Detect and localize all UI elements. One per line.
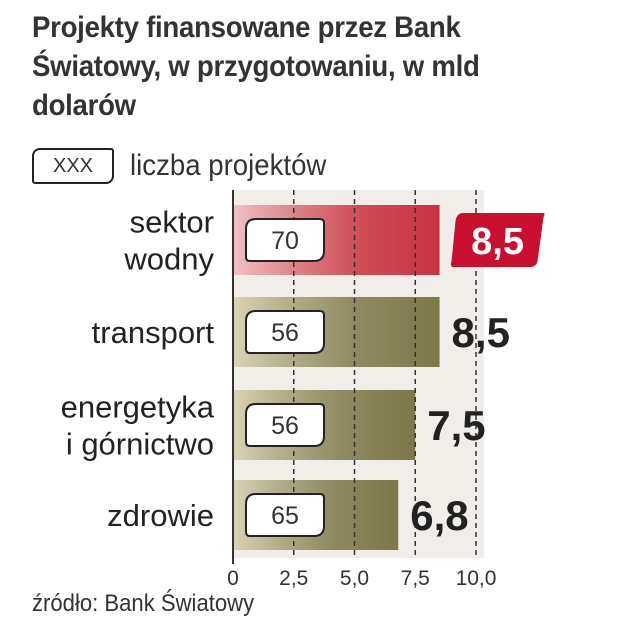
count-label-3: 65	[271, 502, 299, 530]
value-label-2: 7,5	[427, 402, 485, 449]
tick-label-0: 0	[227, 567, 239, 590]
chart-title: Projekty finansowane przez Bank Światowy…	[32, 11, 480, 122]
count-box-3	[245, 493, 325, 537]
count-label-2: 56	[271, 412, 299, 440]
count-label-1: 56	[271, 319, 299, 347]
category-label-2-1: i górnictwo	[66, 427, 214, 462]
tick-label-1: 2,5	[279, 567, 308, 590]
category-label-3-0: zdrowie	[107, 498, 214, 533]
category-label-0-1: wodny	[123, 242, 214, 277]
count-label-0: 70	[271, 227, 299, 255]
category-label-2-0: energetyka	[61, 390, 215, 425]
count-box-1	[245, 310, 325, 354]
count-box-0	[245, 218, 325, 262]
tick-label-4: 10,0	[456, 567, 497, 590]
tick-label-3: 7,5	[401, 567, 430, 590]
count-box-2	[245, 403, 325, 447]
source-note: źródło: Bank Światowy	[32, 590, 255, 617]
legend-count-box: XXX	[32, 148, 114, 184]
tick-label-2: 5,0	[340, 567, 369, 590]
category-label-1-0: transport	[92, 315, 215, 350]
value-label-3: 6,8	[410, 492, 468, 539]
value-badge-0	[450, 213, 545, 267]
value-label-1: 8,5	[452, 309, 510, 356]
legend-label: liczba projektów	[130, 149, 327, 182]
legend: XXX liczba projektów	[32, 146, 343, 186]
category-label-0-0: sektor	[130, 205, 214, 240]
value-label-0: 8,5	[471, 221, 524, 263]
